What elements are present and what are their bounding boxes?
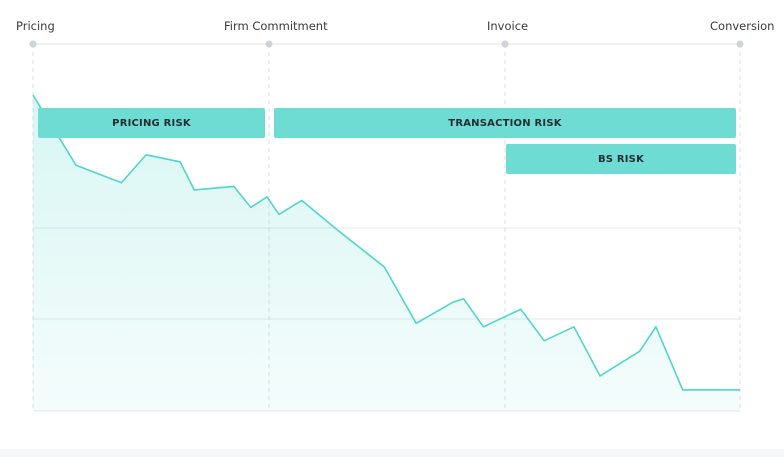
- stage-marker-3: [736, 40, 744, 48]
- series-line: [32, 94, 740, 391]
- series-area-fill: [33, 95, 740, 411]
- stage-label-firm-commitment: Firm Commitment: [224, 19, 328, 33]
- footer-band: [0, 449, 784, 457]
- bs-risk-band: BS RISK: [506, 144, 736, 174]
- stage-label-conversion: Conversion: [710, 19, 775, 33]
- stage-label-pricing: Pricing: [16, 19, 55, 33]
- stage-marker-1: [265, 40, 273, 48]
- stage-marker-2: [501, 40, 509, 48]
- transaction-risk-band: TRANSACTION RISK: [274, 108, 736, 138]
- stage-label-invoice: Invoice: [487, 19, 529, 33]
- stage-marker-0: [29, 40, 37, 48]
- pricing-risk-band: PRICING RISK: [38, 108, 265, 138]
